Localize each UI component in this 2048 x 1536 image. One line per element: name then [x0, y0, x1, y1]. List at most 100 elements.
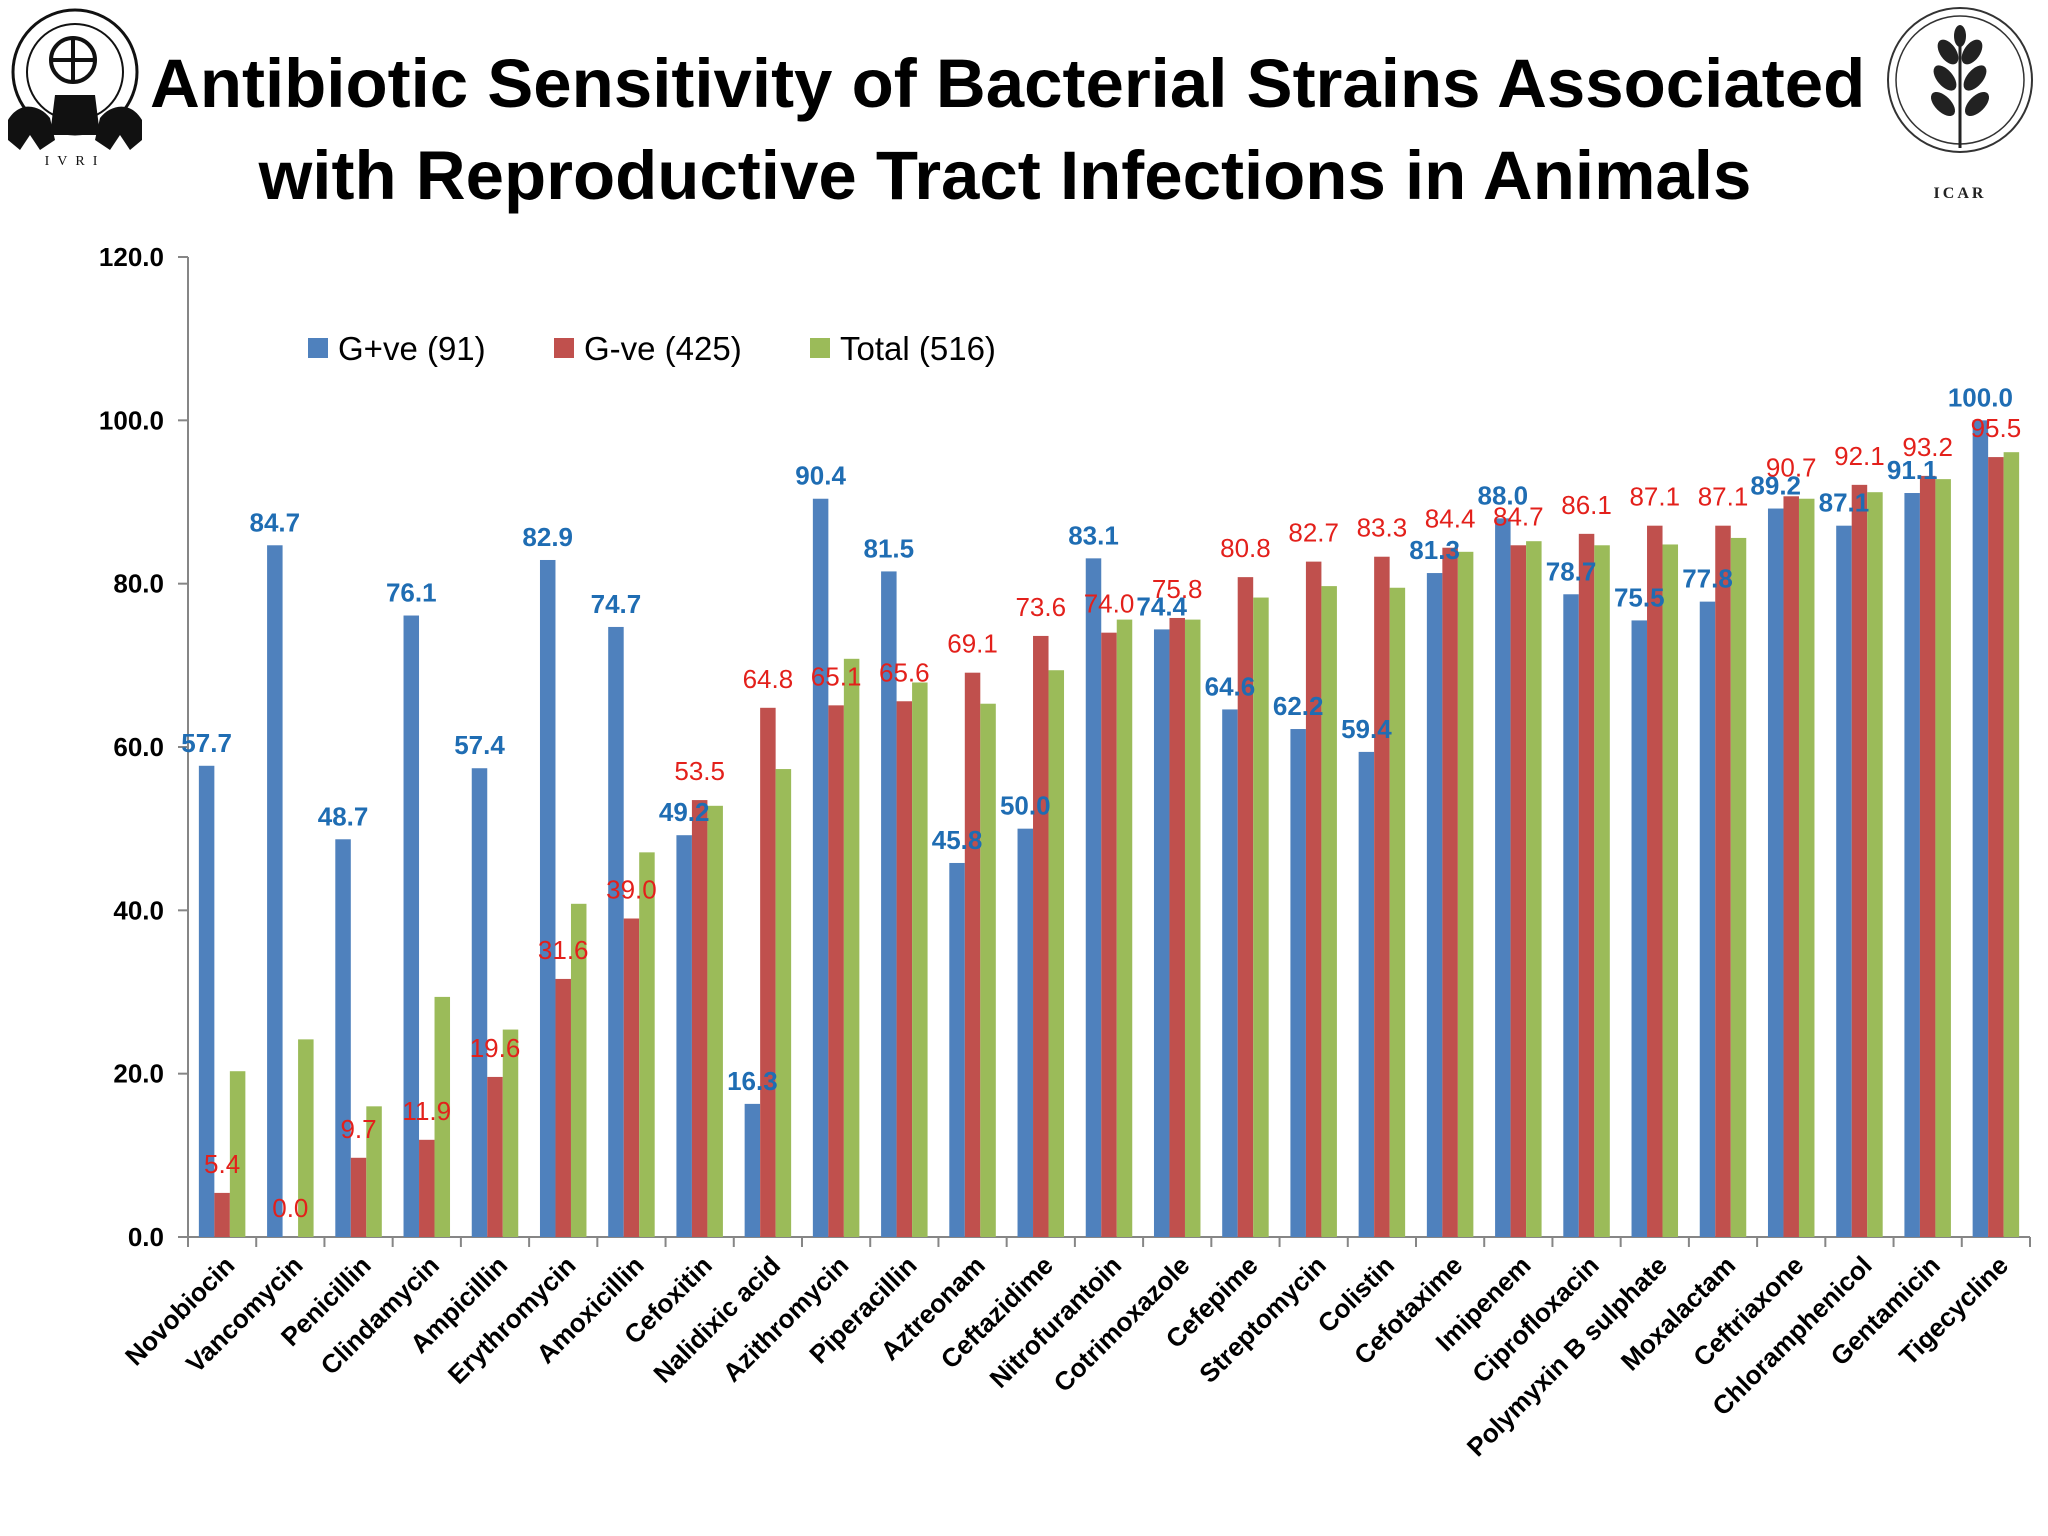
bar-gneg — [1715, 525, 1731, 1237]
y-tick-label: 100.0 — [99, 405, 164, 435]
data-label-gneg: 87.1 — [1698, 482, 1749, 512]
bar-total — [1457, 551, 1474, 1237]
data-label-gpos: 75.5 — [1614, 582, 1665, 612]
data-label-gpos: 64.6 — [1205, 671, 1256, 701]
bar-gneg — [828, 705, 844, 1237]
bar-gpos — [267, 545, 283, 1237]
data-label-gneg: 90.7 — [1766, 452, 1817, 482]
data-label-gneg: 73.6 — [1015, 592, 1066, 622]
bar-total — [298, 1039, 314, 1237]
bar-total — [434, 996, 451, 1237]
bar-gpos — [1563, 594, 1579, 1237]
data-label-gpos: 76.1 — [386, 578, 437, 608]
legend-swatch-gpos — [308, 338, 328, 358]
data-label-gneg: 65.6 — [879, 657, 930, 687]
bar-total — [707, 805, 723, 1237]
bar-total — [2003, 452, 2020, 1237]
y-tick-label: 20.0 — [113, 1059, 164, 1089]
data-label-gneg: 87.1 — [1629, 482, 1680, 512]
data-label-gpos: 81.3 — [1409, 535, 1460, 565]
bar-total — [1048, 670, 1065, 1237]
bar-total — [1867, 492, 1883, 1237]
bars — [198, 420, 2020, 1238]
data-label-gneg: 80.8 — [1220, 533, 1271, 563]
bar-gneg — [1578, 533, 1595, 1237]
data-label-gneg: 93.2 — [1902, 432, 1953, 462]
legend-label-total: Total (516) — [840, 330, 996, 367]
bar-total — [775, 769, 792, 1237]
data-label-gpos: 16.3 — [727, 1066, 778, 1096]
bar-gneg — [555, 978, 571, 1237]
bar-total — [1730, 537, 1747, 1237]
bar-gpos — [1972, 420, 1989, 1237]
bar-gneg — [1033, 635, 1049, 1237]
data-label-gneg: 9.7 — [340, 1114, 376, 1144]
bar-gpos — [198, 765, 215, 1237]
x-axis-labels: NovobiocinVancomycinPenicillinClindamyci… — [119, 1250, 2014, 1462]
bar-gpos — [812, 498, 829, 1237]
data-label-gneg: 53.5 — [674, 756, 725, 786]
bar-gneg — [1305, 561, 1322, 1237]
icar-logo: ICAR — [1887, 7, 2033, 202]
bar-gpos — [1153, 629, 1170, 1237]
data-label-gpos: 78.7 — [1546, 556, 1597, 586]
bar-gneg — [350, 1157, 367, 1237]
bar-gneg — [1510, 545, 1527, 1237]
data-label-gneg: 75.8 — [1152, 574, 1203, 604]
icar-logo-text: ICAR — [1934, 185, 1987, 202]
bar-gpos — [676, 835, 692, 1237]
data-label-gpos: 59.4 — [1341, 714, 1392, 744]
y-tick-label: 40.0 — [113, 895, 164, 925]
bar-gneg — [1237, 577, 1254, 1237]
bar-gpos — [1358, 751, 1375, 1237]
data-label-gneg: 74.0 — [1084, 589, 1135, 619]
bar-total — [366, 1106, 382, 1237]
data-label-gpos: 82.9 — [522, 522, 573, 552]
legend-label-gpos: G+ve (91) — [338, 330, 486, 367]
bar-gneg — [1442, 547, 1458, 1237]
data-label-gpos: 90.4 — [795, 461, 846, 491]
bar-total — [1935, 479, 1951, 1238]
bar-total — [1184, 619, 1201, 1237]
ivri-logo: IVRI — [8, 8, 142, 169]
bar-gpos — [471, 768, 488, 1237]
bar-total — [1662, 544, 1679, 1237]
bar-gneg — [1988, 457, 2004, 1237]
bar-total — [1321, 586, 1337, 1237]
y-tick-label: 80.0 — [113, 569, 164, 599]
bar-gneg — [964, 672, 981, 1237]
bar-gneg — [623, 918, 640, 1237]
bar-gpos — [403, 615, 420, 1237]
legend-swatch-gneg — [554, 338, 574, 358]
bar-gneg — [1169, 617, 1185, 1237]
data-label-gneg: 19.6 — [470, 1033, 521, 1063]
bar-gneg — [896, 701, 913, 1237]
bar-total — [229, 1071, 246, 1237]
data-label-gpos: 89.2 — [1750, 471, 1801, 501]
data-label-gneg: 83.3 — [1357, 513, 1408, 543]
bar-gneg — [691, 800, 708, 1237]
bar-gpos — [1290, 729, 1306, 1237]
legend-swatch-total — [810, 338, 830, 358]
y-tick-label: 60.0 — [113, 732, 164, 762]
bar-total — [1116, 619, 1133, 1237]
data-label-gneg: 5.4 — [204, 1149, 240, 1179]
bar-total — [912, 682, 928, 1237]
bar-total — [1389, 587, 1406, 1237]
bar-gneg — [419, 1139, 435, 1237]
bar-gneg — [760, 707, 776, 1237]
data-label-gneg: 69.1 — [947, 629, 998, 659]
data-label-gpos: 77.8 — [1682, 564, 1733, 594]
bar-gpos — [1699, 601, 1716, 1237]
data-label-gpos: 74.7 — [591, 589, 642, 619]
bar-gpos — [1904, 493, 1920, 1237]
bar-gpos — [1085, 558, 1102, 1237]
legend-label-gneg: G-ve (425) — [584, 330, 742, 367]
data-label-gpos: 88.0 — [1478, 480, 1529, 510]
bar-gpos — [1017, 828, 1034, 1237]
bar-total — [1526, 541, 1542, 1237]
data-label-gpos: 87.1 — [1819, 488, 1870, 518]
bar-total — [639, 852, 655, 1237]
data-label-gneg: 39.0 — [606, 875, 657, 905]
